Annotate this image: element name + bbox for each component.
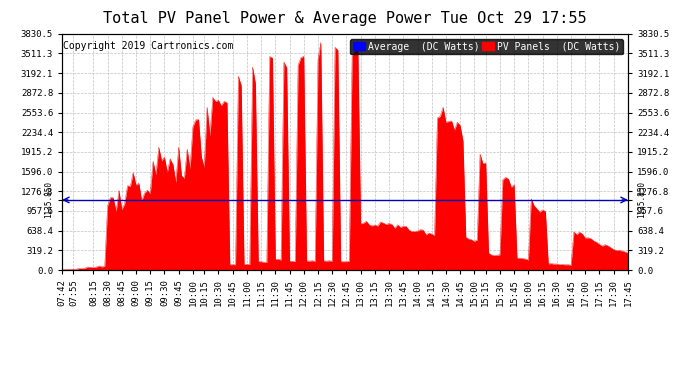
Text: Total PV Panel Power & Average Power Tue Oct 29 17:55: Total PV Panel Power & Average Power Tue… (104, 11, 586, 26)
Text: Copyright 2019 Cartronics.com: Copyright 2019 Cartronics.com (63, 41, 234, 51)
Legend: Average  (DC Watts), PV Panels  (DC Watts): Average (DC Watts), PV Panels (DC Watts) (350, 39, 623, 54)
